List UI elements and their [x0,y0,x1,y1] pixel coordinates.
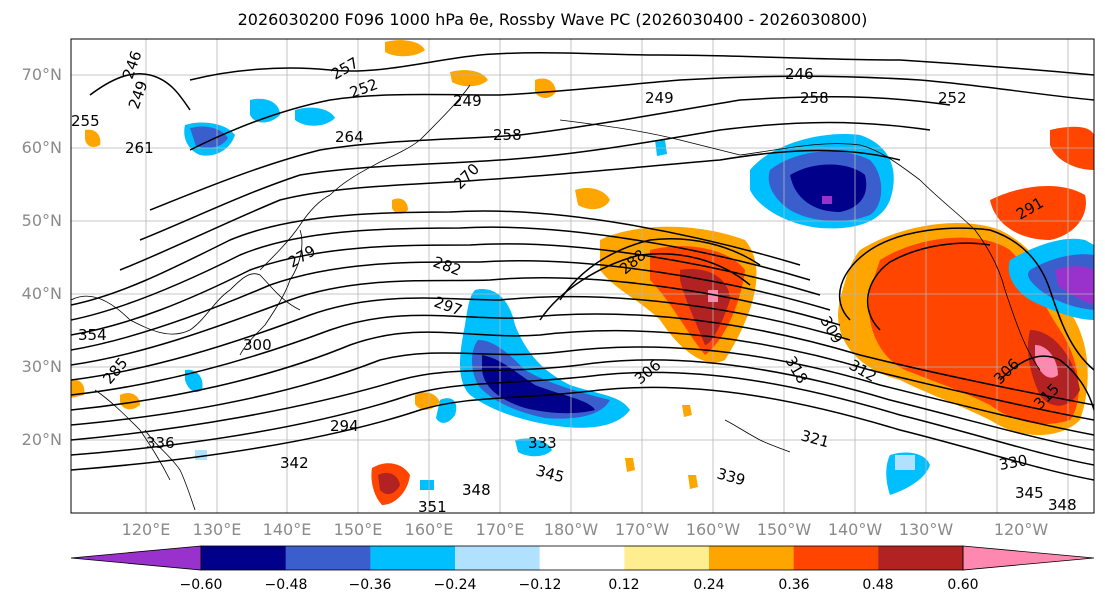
lon-label: 170°E [475,520,525,539]
lon-label: 180°W [543,520,599,539]
lon-label: 130°E [192,520,242,539]
contour-label: 348 [1048,496,1077,514]
colorbar-extend-high [962,545,1095,571]
lon-label: 140°W [827,520,883,539]
colorbar-segment [370,546,456,570]
lat-label: 50°N [21,211,62,230]
contour-label: 351 [418,498,447,516]
lon-label: 160°E [404,520,454,539]
map-panel: 246 249 255 261 264 252 257 249 249 246 … [70,38,1095,516]
colorbar-segment [878,546,964,570]
lat-label: 40°N [21,284,62,303]
lat-label: 30°N [21,357,62,376]
map-frame [70,38,1095,514]
colorbar-segment [624,546,710,570]
colorbar-tick-label: 0.60 [947,577,979,593]
contour-label: 354 [78,326,107,344]
contour-label: 348 [462,481,491,499]
colorbar-segment [455,546,541,570]
colorbar-tick-label: −0.12 [518,577,562,593]
lon-label: 120°W [993,520,1049,539]
anomaly-shading [71,40,1094,505]
contour-label: 246 [785,65,814,83]
contour-label: 336 [146,434,175,452]
contour-label: 333 [528,434,557,452]
lat-label: 20°N [21,430,62,449]
colorbar-tick-label: −0.36 [348,577,392,593]
contour-label: 252 [938,89,967,107]
contour-label: 249 [453,92,482,110]
colorbar-segments [201,546,964,570]
contour-label: 300 [243,336,272,354]
lat-label: 60°N [21,138,62,157]
lon-label: 140°E [262,520,312,539]
contour-label: 330 [998,451,1029,474]
contour-label: 342 [280,454,309,472]
colorbar-extend-low [70,545,202,571]
contour-label: 258 [493,126,522,144]
colorbar-tick-label: 0.12 [608,577,640,593]
contour-label: 255 [71,112,100,130]
colorbar-segment [793,546,879,570]
contour-label: 258 [800,89,829,107]
lon-label: 160°W [685,520,741,539]
contour-label: 261 [125,139,154,157]
contour-label: 345 [1015,484,1044,502]
contour-label: 249 [645,89,674,107]
lon-label: 150°E [333,520,383,539]
lon-label: 120°E [121,520,171,539]
colorbar-segment [285,546,371,570]
map-title: 2026030200 F096 1000 hPa θe, Rossby Wave… [237,10,868,29]
coastlines [71,84,1041,511]
contour-label: 294 [330,417,359,435]
colorbar-tick-label: 0.36 [778,577,810,593]
colorbar-segment [539,546,625,570]
colorbar-tick-label: −0.48 [264,577,308,593]
colorbar-tick-label: 0.48 [862,577,894,593]
contour-label: 264 [335,128,364,146]
colorbar-tick-label: −0.24 [433,577,477,593]
colorbar-segment [201,546,287,570]
colorbar-segment [709,546,795,570]
lat-label: 70°N [21,65,62,84]
colorbar-frame [200,545,964,571]
theta-e-contours [71,52,1094,481]
colorbar-tick-label: 0.24 [693,577,725,593]
map-gridlines [71,39,1094,513]
lon-label: 130°W [898,520,954,539]
lon-label: 170°W [614,520,670,539]
colorbar-tick-label: −0.60 [179,577,223,593]
lon-label: 150°W [756,520,812,539]
